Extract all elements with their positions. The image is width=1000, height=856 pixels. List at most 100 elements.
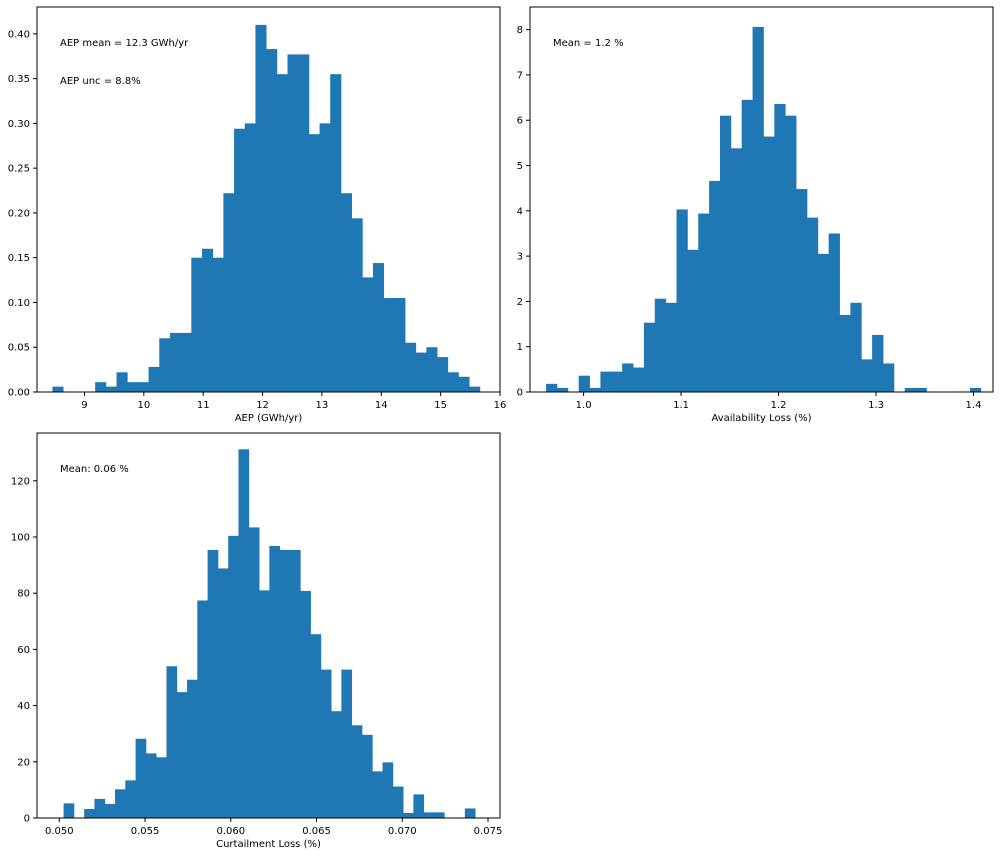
histogram-bar xyxy=(785,115,797,393)
histogram-bar xyxy=(351,218,363,392)
histogram-bar xyxy=(654,298,667,392)
histogram-bar xyxy=(382,762,394,818)
y-tick-label: 0.00 xyxy=(8,388,30,399)
histogram-bar xyxy=(447,372,459,392)
availability-loss-histogram-x-ticks: 1.0 1.1 1.2 1.3 1.4 xyxy=(576,392,981,411)
curtailment-loss-histogram-x-ticks: 0.050 0.055 0.060 0.065 0.070 0.075 xyxy=(45,818,502,837)
histogram-bar xyxy=(207,549,219,818)
x-tick-label: 1.3 xyxy=(868,400,884,411)
histogram-bar xyxy=(415,352,427,392)
histogram-bar xyxy=(709,180,721,392)
histogram-bar xyxy=(394,297,406,392)
histogram-bar xyxy=(228,535,239,818)
histogram-bar xyxy=(255,24,267,392)
histogram-bar xyxy=(611,371,623,392)
histogram-bar xyxy=(135,738,147,818)
x-tick-label: 1.0 xyxy=(576,400,592,411)
histogram-bar xyxy=(556,387,569,392)
x-tick-label: 0.065 xyxy=(302,826,331,837)
availability-loss-histogram-frame xyxy=(529,6,994,393)
histogram-bar xyxy=(159,338,171,392)
histogram-bar xyxy=(741,99,753,393)
histogram-bar xyxy=(405,342,417,392)
histogram-bar xyxy=(372,771,383,818)
y-tick-label: 80 xyxy=(17,589,30,600)
histogram-bar xyxy=(351,725,363,818)
histogram-bar xyxy=(191,257,203,392)
histogram-bar xyxy=(137,382,149,392)
histogram-bar xyxy=(289,549,301,818)
histogram-bar xyxy=(94,798,106,818)
histogram-bar xyxy=(127,382,139,392)
curtailment-loss-histogram-frame xyxy=(36,432,501,819)
x-tick-label: 1.1 xyxy=(673,400,689,411)
histogram-bar xyxy=(169,332,182,392)
y-tick-label: 1 xyxy=(517,342,523,353)
x-tick-label: 9 xyxy=(81,400,87,411)
histogram-bar xyxy=(266,49,278,393)
y-tick-label: 0 xyxy=(24,814,30,825)
histogram-bar xyxy=(300,590,311,818)
curtailment-loss-histogram-x-label: Curtailment Loss (%) xyxy=(216,839,321,850)
histogram-bar xyxy=(600,371,612,392)
histogram-bar xyxy=(84,809,95,818)
histogram-bar xyxy=(665,302,677,392)
x-tick-label: 15 xyxy=(434,400,447,411)
histogram-bar xyxy=(166,666,178,818)
histogram-bar xyxy=(310,634,322,818)
y-tick-label: 0.05 xyxy=(8,343,30,354)
aep-histogram-x-label: AEP (GWh/yr) xyxy=(235,413,303,424)
histogram-bar xyxy=(269,545,281,818)
y-tick-label: 8 xyxy=(517,25,523,36)
histogram-bar xyxy=(298,54,310,392)
y-tick-label: 0.10 xyxy=(8,298,30,309)
aep-histogram: 9 10 11 12 13 14 15 16 0.00 0.05 0.10 0.15 0.20 0.25… xyxy=(8,6,506,424)
histogram-bar xyxy=(578,375,590,392)
histogram-bar xyxy=(904,387,917,392)
y-tick-label: 0.35 xyxy=(8,74,30,85)
histogram-bar xyxy=(883,363,895,392)
histogram-bar xyxy=(63,803,75,818)
histogram-bar xyxy=(95,382,107,392)
histogram-bar xyxy=(308,134,320,393)
histogram-bar xyxy=(796,189,808,392)
x-tick-label: 0.050 xyxy=(45,826,74,837)
x-tick-label: 14 xyxy=(375,400,388,411)
y-tick-label: 6 xyxy=(517,116,523,127)
histogram-bar xyxy=(340,193,353,392)
histogram-bar xyxy=(437,357,449,392)
histogram-bar xyxy=(125,780,137,818)
x-tick-label: 1.2 xyxy=(771,400,787,411)
y-tick-label: 100 xyxy=(11,532,30,543)
histogram-bar xyxy=(546,383,558,392)
availability-loss-histogram-bars xyxy=(546,26,982,393)
x-tick-label: 0.070 xyxy=(388,826,417,837)
histogram-bar xyxy=(633,367,645,392)
y-tick-label: 0.25 xyxy=(8,164,30,175)
histogram-bar xyxy=(217,568,229,818)
aep-mean-annotation: AEP mean = 12.3 GWh/yr xyxy=(60,38,189,49)
histogram-bar xyxy=(861,359,873,392)
aep-histogram-x-ticks: 9 10 11 12 13 14 15 16 xyxy=(81,392,506,411)
y-tick-label: 0.40 xyxy=(8,29,30,40)
histogram-bar xyxy=(464,808,476,818)
histogram-bar xyxy=(969,387,982,392)
x-tick-label: 11 xyxy=(197,400,210,411)
y-tick-label: 0.30 xyxy=(8,119,30,130)
histogram-bar xyxy=(145,753,157,818)
histogram-bar xyxy=(806,217,819,392)
histogram-bar xyxy=(341,669,353,818)
y-tick-label: 40 xyxy=(17,701,30,712)
histogram-bar xyxy=(320,669,332,818)
histogram-bar xyxy=(458,376,470,392)
histogram-bar xyxy=(361,734,373,818)
histogram-bar xyxy=(331,711,342,818)
histogram-bar xyxy=(392,786,404,818)
histogram-bar xyxy=(104,803,116,818)
x-tick-label: 0.060 xyxy=(216,826,245,837)
histogram-bar xyxy=(622,363,634,392)
y-tick-label: 5 xyxy=(517,161,523,172)
x-tick-label: 12 xyxy=(256,400,269,411)
availability-loss-histogram-y-ticks: 0 1 2 3 4 5 6 7 8 xyxy=(517,25,530,399)
y-tick-label: 0 xyxy=(517,388,523,399)
